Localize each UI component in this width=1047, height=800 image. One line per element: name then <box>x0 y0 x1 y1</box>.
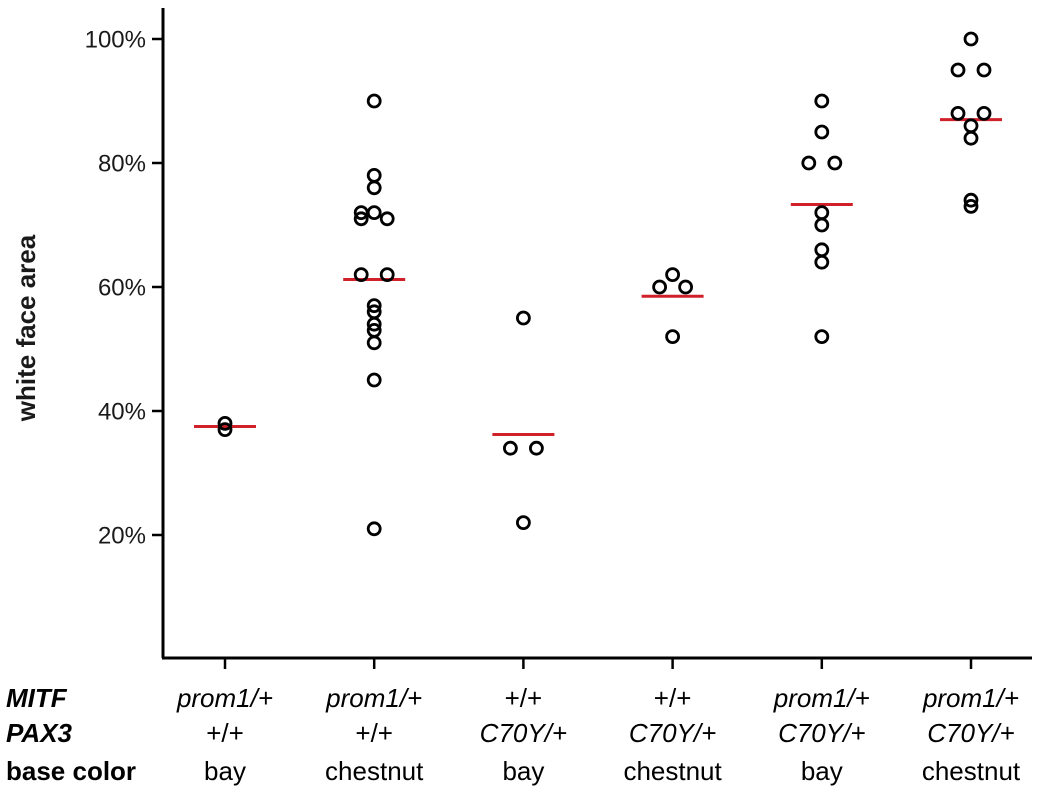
data-point <box>366 205 382 221</box>
y-tick-label: 40% <box>98 399 146 426</box>
row-label-pax3: PAX3 <box>6 718 73 748</box>
axes <box>161 8 1032 660</box>
data-point <box>665 267 680 283</box>
data-point <box>814 217 830 233</box>
genotype-base-label: chestnut <box>623 756 722 786</box>
data-point <box>353 211 369 227</box>
data-point <box>366 372 382 388</box>
data-point <box>366 93 382 109</box>
row-labels: MITF PAX3 base color <box>6 683 136 786</box>
genotype-mitf-label: +/+ <box>654 683 692 713</box>
genotype-base-label: bay <box>204 756 246 786</box>
genotype-mitf-label: prom1/+ <box>773 683 870 713</box>
data-point <box>678 279 693 295</box>
data-point <box>217 415 233 431</box>
y-tick-label: 20% <box>98 523 146 550</box>
data-point <box>963 192 979 208</box>
data-point <box>379 211 395 227</box>
data-point <box>814 242 830 258</box>
data-point <box>366 298 382 314</box>
data-point <box>963 118 979 134</box>
row-label-mitf: MITF <box>6 683 68 713</box>
genotype-pax3-label: C70Y/+ <box>480 718 567 748</box>
row-label-base-color: base color <box>6 756 136 786</box>
y-tick-label: 100% <box>85 27 146 54</box>
data-point <box>963 198 979 214</box>
genotype-pax3-label: +/+ <box>355 718 393 748</box>
data-point <box>353 267 369 283</box>
median-lines <box>194 118 1002 437</box>
data-point <box>217 422 233 438</box>
data-point <box>814 93 830 109</box>
data-point <box>814 205 830 221</box>
data-point <box>963 130 979 146</box>
genotype-mitf-label: +/+ <box>505 683 543 713</box>
y-tick-label: 60% <box>98 275 146 302</box>
genotype-base-label: bay <box>801 756 843 786</box>
data-point <box>516 310 531 326</box>
data-point <box>366 316 382 332</box>
data-point <box>976 106 992 121</box>
data-point <box>366 521 382 537</box>
genotype-base-label: chestnut <box>922 756 1021 786</box>
genotype-base-label: chestnut <box>325 756 424 786</box>
genotype-mitf-label: prom1/+ <box>922 683 1019 713</box>
data-point <box>529 440 544 456</box>
data-point <box>814 124 830 140</box>
genotype-base-label: bay <box>502 756 544 786</box>
genotype-mitf-label: prom1/+ <box>176 683 273 713</box>
x-ticks <box>223 658 973 669</box>
genotype-pax3-label: C70Y/+ <box>778 718 865 748</box>
y-ticks: 20% 40% 60% 80% 100% <box>85 27 163 550</box>
data-point <box>801 155 817 171</box>
data-point <box>963 31 979 47</box>
data-point <box>814 254 830 270</box>
data-point <box>827 155 843 171</box>
data-points <box>217 31 992 537</box>
data-point <box>976 62 992 78</box>
data-point <box>379 267 395 283</box>
genotype-pax3-label: +/+ <box>206 718 244 748</box>
y-axis-label: white face area <box>11 234 41 422</box>
genotype-pax3-label: C70Y/+ <box>629 718 716 748</box>
genotype-labels: prom1/+ +/+ bay prom1/+ +/+ chestnut +/+ C70Y/+… <box>176 683 1021 786</box>
genotype-pax3-label: C70Y/+ <box>927 718 1014 748</box>
data-point <box>366 167 382 183</box>
data-point <box>950 106 966 121</box>
data-point <box>516 515 531 530</box>
data-point <box>814 329 830 345</box>
data-point <box>665 329 680 345</box>
data-point <box>366 180 382 196</box>
genotype-mitf-label: prom1/+ <box>325 683 422 713</box>
data-point <box>502 440 518 456</box>
data-point <box>950 62 966 78</box>
y-tick-label: 80% <box>98 151 146 178</box>
data-point <box>366 335 382 351</box>
data-point <box>652 279 667 295</box>
